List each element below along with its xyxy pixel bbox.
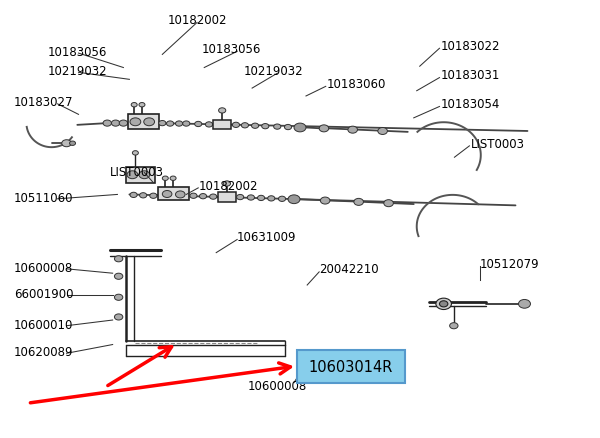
- Circle shape: [223, 181, 230, 187]
- Circle shape: [378, 128, 388, 135]
- Circle shape: [175, 191, 185, 198]
- Circle shape: [209, 194, 217, 200]
- Text: LIST0003: LIST0003: [110, 166, 164, 178]
- Text: 10600008: 10600008: [14, 261, 73, 274]
- Bar: [297, 350, 405, 383]
- Circle shape: [150, 194, 157, 199]
- Text: 10219032: 10219032: [243, 65, 303, 78]
- Circle shape: [115, 294, 123, 300]
- Circle shape: [130, 119, 141, 127]
- Circle shape: [268, 196, 275, 201]
- Circle shape: [115, 256, 123, 262]
- Circle shape: [218, 109, 226, 114]
- Circle shape: [257, 196, 265, 201]
- Circle shape: [170, 177, 176, 181]
- Circle shape: [133, 151, 139, 155]
- Text: 10182002: 10182002: [198, 180, 258, 193]
- Circle shape: [194, 122, 202, 127]
- Text: 20042210: 20042210: [319, 263, 379, 276]
- Circle shape: [294, 124, 306, 133]
- Circle shape: [163, 191, 172, 198]
- Circle shape: [190, 194, 197, 199]
- Circle shape: [384, 200, 394, 207]
- Bar: [158, 187, 189, 201]
- Circle shape: [62, 141, 71, 148]
- Text: 10219032: 10219032: [47, 65, 107, 78]
- Text: 10620089: 10620089: [14, 346, 73, 359]
- Circle shape: [112, 121, 120, 127]
- Circle shape: [119, 121, 128, 127]
- Circle shape: [348, 127, 358, 134]
- Circle shape: [262, 124, 269, 130]
- Bar: [218, 193, 236, 202]
- Circle shape: [319, 126, 329, 133]
- Circle shape: [139, 171, 150, 179]
- Bar: [213, 120, 231, 130]
- Circle shape: [199, 194, 206, 199]
- Text: 10600010: 10600010: [14, 318, 73, 331]
- Circle shape: [127, 171, 138, 179]
- Text: 10183031: 10183031: [440, 69, 500, 82]
- Circle shape: [320, 198, 330, 205]
- Text: 10183022: 10183022: [440, 40, 500, 53]
- Text: 10183054: 10183054: [440, 98, 500, 111]
- Circle shape: [354, 199, 364, 206]
- Circle shape: [518, 300, 530, 308]
- Circle shape: [140, 193, 147, 198]
- Text: 66001900: 66001900: [14, 288, 73, 300]
- Text: 10183060: 10183060: [327, 78, 386, 91]
- Circle shape: [167, 122, 173, 127]
- Bar: [127, 168, 155, 183]
- Circle shape: [130, 193, 137, 198]
- Text: 10182002: 10182002: [167, 14, 227, 27]
- Circle shape: [284, 125, 292, 131]
- Circle shape: [70, 142, 76, 146]
- Circle shape: [232, 123, 239, 128]
- Circle shape: [288, 195, 300, 204]
- Circle shape: [139, 103, 145, 108]
- Text: 10631009: 10631009: [237, 231, 296, 244]
- Bar: [128, 115, 159, 130]
- Circle shape: [163, 177, 169, 181]
- Text: 10603014R: 10603014R: [308, 359, 393, 374]
- Circle shape: [436, 298, 451, 310]
- Circle shape: [103, 121, 112, 127]
- Circle shape: [115, 314, 123, 320]
- Circle shape: [205, 123, 212, 128]
- Text: 10511060: 10511060: [14, 191, 73, 205]
- Text: 10183056: 10183056: [202, 43, 261, 56]
- Text: 10183056: 10183056: [47, 46, 107, 59]
- Circle shape: [236, 195, 244, 200]
- Text: 10600008: 10600008: [248, 379, 307, 392]
- Circle shape: [182, 122, 190, 127]
- Circle shape: [449, 323, 458, 329]
- Circle shape: [115, 274, 123, 280]
- Circle shape: [175, 122, 182, 127]
- Text: 10512079: 10512079: [479, 257, 539, 270]
- Text: 10183027: 10183027: [14, 95, 73, 109]
- Circle shape: [251, 124, 259, 129]
- Text: LIST0003: LIST0003: [470, 138, 524, 150]
- Circle shape: [278, 197, 286, 202]
- Circle shape: [439, 301, 448, 307]
- Circle shape: [241, 124, 248, 129]
- Circle shape: [159, 121, 166, 127]
- Circle shape: [144, 119, 155, 127]
- Circle shape: [131, 103, 137, 108]
- Circle shape: [274, 125, 281, 130]
- Circle shape: [247, 195, 254, 201]
